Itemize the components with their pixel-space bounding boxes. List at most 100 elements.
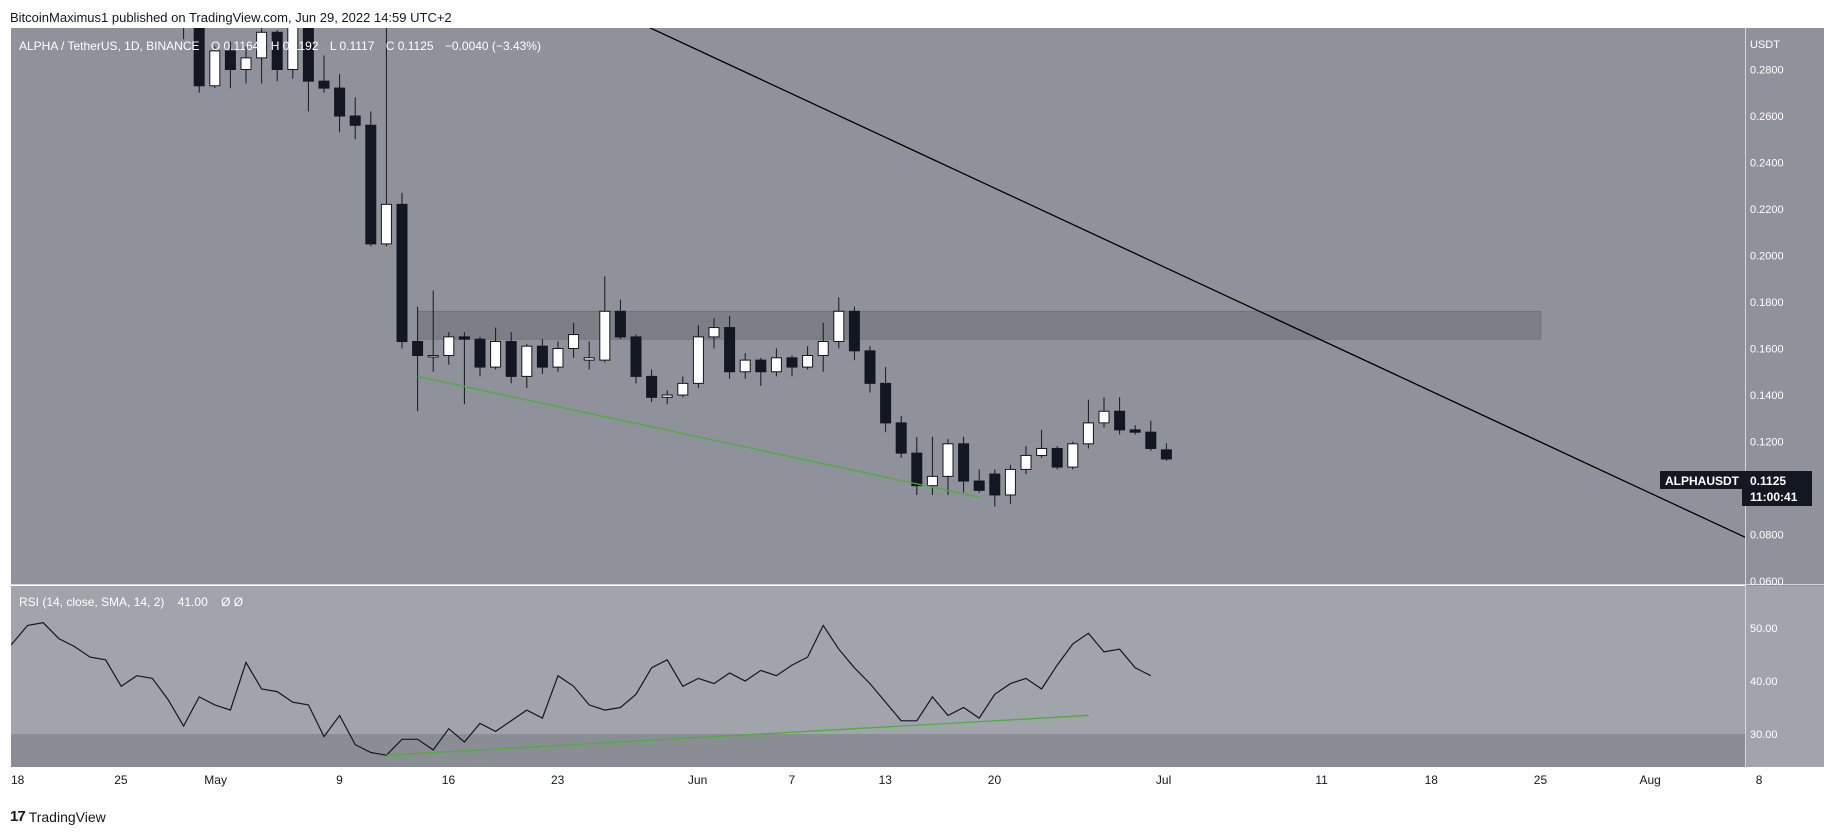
rsi-legend: RSI (14, close, SMA, 14, 2) 41.00 Ø Ø: [19, 595, 243, 609]
candle: [521, 343, 533, 389]
candle: [1098, 397, 1110, 428]
price-tick-label: 0.3000: [1750, 18, 1784, 30]
candle-body: [583, 357, 595, 361]
axes: 0.32000.30000.28000.26000.24000.22000.20…: [11, 18, 1824, 791]
time-tick-label: 23: [551, 773, 565, 787]
candle: [614, 299, 626, 340]
candle-body: [271, 31, 283, 70]
close-value: 0.1125: [398, 39, 434, 53]
price-divergence-line: [417, 375, 980, 498]
candle-body: [521, 345, 533, 377]
candle: [864, 346, 876, 393]
footer-brand[interactable]: 17 TradingView: [10, 808, 106, 825]
time-axis-bg: [11, 767, 1824, 791]
rsi-label: RSI (14, close, SMA, 14, 2): [19, 595, 164, 609]
candle: [802, 346, 814, 370]
candle: [287, 28, 299, 79]
candle: [458, 332, 470, 405]
candle-body: [490, 341, 502, 368]
candle: [193, 28, 205, 93]
price-tick-label: 0.2600: [1750, 111, 1784, 123]
candle: [302, 28, 314, 112]
price-tick-label: 0.2000: [1750, 251, 1784, 263]
candle-body: [802, 354, 814, 368]
time-tick-label: May: [204, 773, 227, 787]
candle-body: [287, 28, 299, 71]
candle: [443, 332, 455, 365]
candle: [1160, 443, 1172, 461]
candle-body: [302, 28, 314, 82]
candle-body: [677, 382, 689, 396]
candle: [692, 325, 704, 389]
price-badge-value: 0.1125: [1750, 474, 1786, 488]
candle: [755, 357, 767, 386]
candle-body: [661, 394, 673, 398]
low-label: L: [330, 39, 337, 53]
candle-body: [942, 443, 954, 477]
price-tick-label: 0.2400: [1750, 158, 1784, 170]
candle-body: [692, 336, 704, 384]
low-value: 0.1117: [339, 39, 374, 53]
price-panel-bg: [11, 28, 1745, 584]
candle: [552, 341, 564, 372]
candle-body: [630, 336, 642, 377]
candle: [380, 28, 392, 247]
candle: [1004, 464, 1016, 505]
candle: [833, 297, 845, 349]
symbol-legend: ALPHA / TetherUS, 1D, BINANCE O 0.1164 H…: [19, 39, 541, 53]
price-badge-bg: [1742, 471, 1812, 506]
candle: [1129, 425, 1141, 435]
change-value: −0.0040 (−3.43%): [445, 39, 541, 53]
candle-body: [568, 334, 580, 349]
candle-body: [770, 357, 782, 373]
candle: [490, 327, 502, 370]
candle-body: [396, 203, 408, 343]
candle-body: [224, 50, 236, 71]
candle: [739, 353, 751, 379]
candle-body: [179, 0, 189, 21]
candle-body: [505, 341, 517, 377]
candle-body: [1036, 447, 1048, 456]
close-label: C: [386, 39, 395, 53]
rsi-panel[interactable]: [0, 586, 1745, 767]
candle-body: [1145, 431, 1157, 449]
rsi-divergence-line: [386, 714, 1089, 756]
candle-body: [926, 475, 938, 487]
candle-body: [240, 57, 252, 70]
descending-trendline: [648, 28, 1745, 538]
candle-body: [1114, 410, 1126, 431]
time-tick-label: 25: [1534, 773, 1548, 787]
time-tick-label: Jul: [1156, 773, 1171, 787]
candle: [1036, 429, 1048, 458]
candle: [973, 469, 985, 493]
candle: [911, 436, 923, 495]
candle-body: [318, 80, 330, 89]
candle: [661, 390, 673, 405]
time-tick-label: 20: [988, 773, 1002, 787]
candle-body: [1020, 454, 1032, 470]
candle-body: [786, 357, 798, 368]
candle: [396, 192, 408, 349]
candle-body: [895, 422, 907, 454]
candle: [412, 306, 424, 412]
candle-body: [412, 341, 424, 356]
ticker-badge-bg: [1660, 471, 1748, 489]
candle: [848, 306, 860, 361]
candle-body: [739, 359, 751, 373]
candle-body: [1004, 468, 1016, 496]
candle: [1067, 441, 1079, 470]
candle: [568, 322, 580, 358]
candle: [817, 322, 829, 372]
candle-body: [958, 443, 970, 482]
candle-body: [833, 310, 845, 343]
rsi-tick-label: 50.00: [1750, 623, 1778, 635]
candle: [1082, 399, 1094, 449]
candle-body: [1082, 422, 1094, 445]
price-chart[interactable]: 0.32000.30000.28000.26000.24000.22000.20…: [0, 0, 1824, 800]
candle-body: [458, 336, 470, 340]
price-tick-label: 0.2800: [1750, 65, 1784, 77]
candle: [209, 46, 221, 89]
price-panel[interactable]: [11, 0, 1759, 584]
candle: [630, 334, 642, 384]
candle: [989, 469, 1001, 507]
